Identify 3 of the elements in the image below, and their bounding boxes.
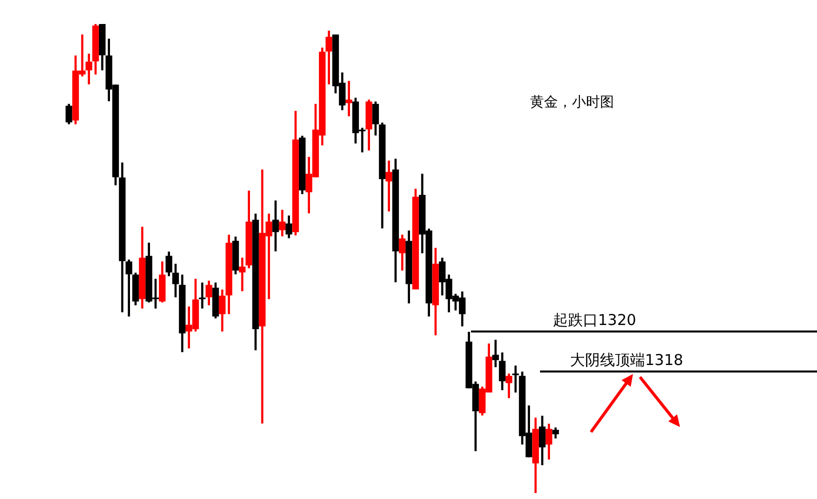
- ref-line-label: 大阴线顶端1318: [570, 350, 684, 369]
- ref-line-label: 起跌口1320: [553, 310, 636, 329]
- text: 黄金，小时图: [530, 94, 614, 111]
